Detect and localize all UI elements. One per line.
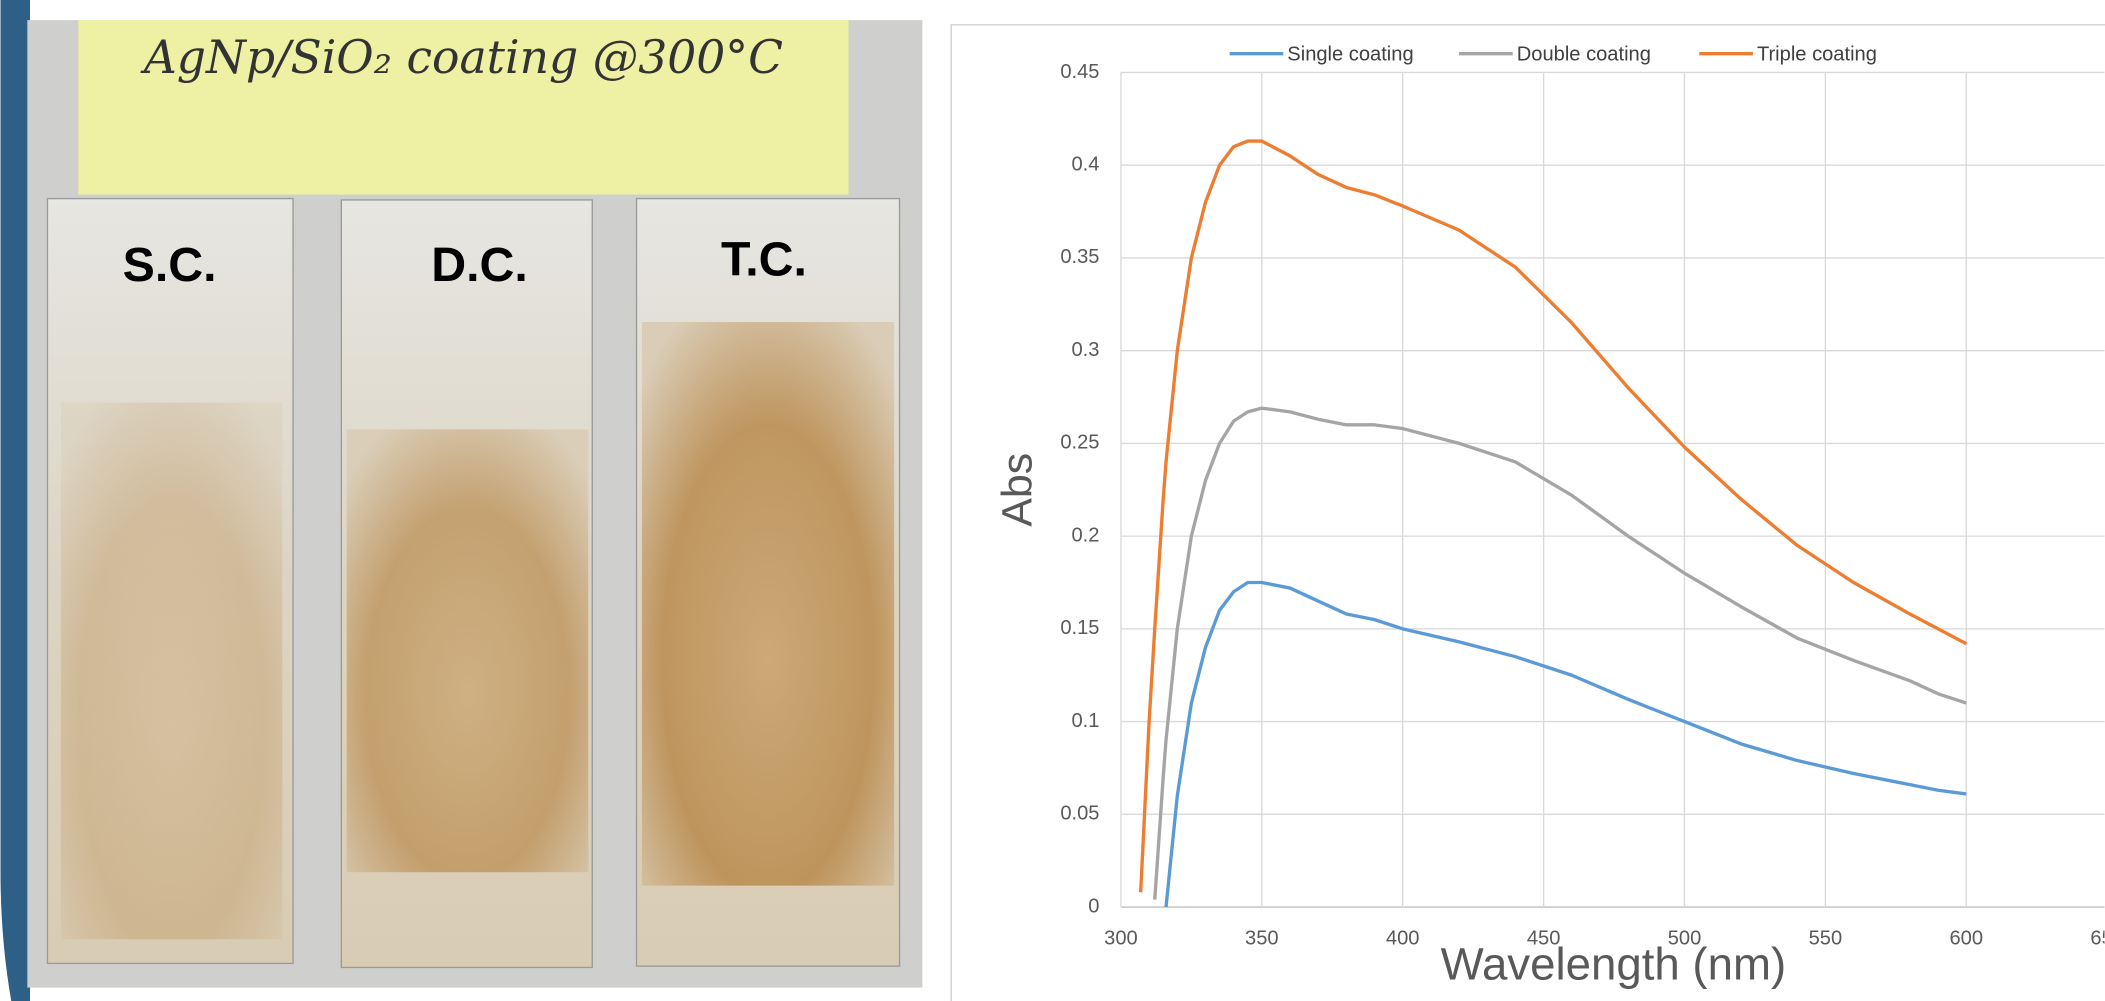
sticky-note: [78, 20, 849, 195]
slide-label: T.C.: [721, 233, 807, 287]
series-line: [1164, 580, 1967, 908]
note-text: AgNp/SiO₂ coating @300°C: [140, 31, 783, 84]
y-axis-title: Abs: [994, 453, 1042, 527]
y-tick-label: 0.05: [1060, 803, 1099, 825]
x-tick-label: 450: [1527, 928, 1561, 950]
series-line: [1153, 406, 1967, 900]
x-tick-label: 400: [1386, 928, 1420, 950]
y-tick-label: 0.25: [1060, 432, 1099, 454]
y-tick-label: 0.1: [1071, 710, 1099, 732]
y-tick-label: 0.15: [1060, 617, 1099, 639]
legend-label: Single coating: [1287, 43, 1413, 65]
legend-label: Triple coating: [1757, 43, 1877, 65]
coating: [641, 322, 895, 886]
slide-label: D.C.: [431, 238, 528, 292]
series-line: [1138, 139, 1968, 893]
slide-label: S.C.: [123, 238, 217, 292]
y-tick-label: 0.45: [1060, 61, 1099, 83]
chart-panel: [950, 24, 2105, 1001]
x-axis-title: Wavelength (nm): [1441, 939, 1787, 990]
photo: AgNp/SiO₂ coating @300°C S.C. D.C. T.C.: [27, 20, 923, 988]
y-tick-label: 0.4: [1071, 154, 1099, 176]
y-tick-label: 0.2: [1071, 524, 1099, 546]
x-tick-label: 650: [2090, 928, 2105, 950]
x-tick-label: 550: [1809, 928, 1843, 950]
coating: [346, 429, 589, 873]
side-band: [0, 0, 31, 1001]
x-tick-label: 300: [1104, 928, 1138, 950]
y-tick-label: 0.3: [1071, 339, 1099, 361]
x-tick-label: 350: [1245, 928, 1279, 950]
x-tick-label: 600: [1950, 928, 1984, 950]
coating: [60, 402, 283, 940]
y-tick-label: 0: [1088, 895, 1099, 917]
x-tick-label: 500: [1668, 928, 1702, 950]
plot: 0 0.05 0.1 0.15 0.2 0.25 0.3 0.35 0.4 0.45 300 350 4…: [1060, 43, 2105, 950]
y-tick-label: 0.35: [1060, 246, 1099, 268]
legend-label: Double coating: [1517, 43, 1651, 65]
